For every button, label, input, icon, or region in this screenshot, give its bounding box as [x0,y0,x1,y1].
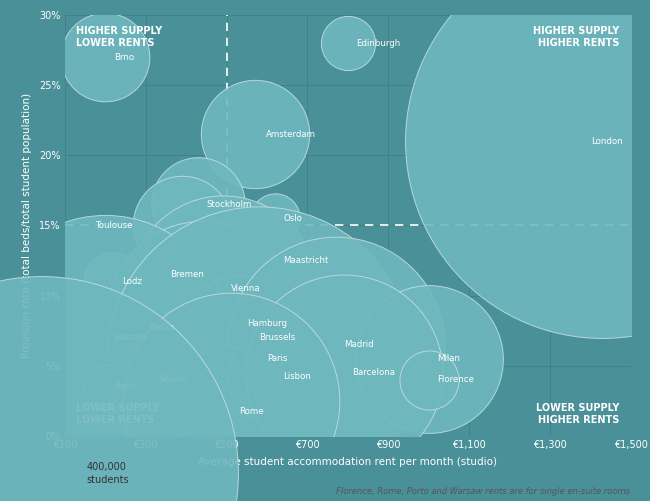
Point [177,221,187,229]
Text: Maastricht: Maastricht [283,256,329,265]
Point [217,376,228,384]
Point [343,39,353,47]
Text: Florence, Rome, Porto and Warsaw rents are for single en-suite rooms: Florence, Rome, Porto and Warsaw rents a… [337,487,630,496]
Text: Hamburg: Hamburg [247,319,287,328]
Point [197,313,207,321]
Text: HIGHER SUPPLY
LOWER RENTS: HIGHER SUPPLY LOWER RENTS [76,26,162,48]
Point [226,397,236,405]
Text: Seville: Seville [159,375,187,384]
Text: Lodz: Lodz [122,277,142,286]
Point [330,341,341,349]
Text: Rome: Rome [239,407,263,416]
Y-axis label: Provision rate (total beds/total student population): Provision rate (total beds/total student… [22,93,32,358]
Point [157,271,167,279]
Text: Florence: Florence [437,375,474,384]
Text: Toulouse: Toulouse [96,221,133,230]
Point [250,130,260,138]
Point [100,53,110,61]
Text: Paris: Paris [267,354,287,363]
Point [36,469,46,477]
Text: Brno: Brno [114,53,134,62]
Point [246,334,256,342]
Text: LOWER SUPPLY
LOWER RENTS: LOWER SUPPLY LOWER RENTS [76,403,160,425]
Text: Madrid: Madrid [344,340,374,349]
Point [193,200,203,208]
Point [217,285,228,293]
Text: Berlin: Berlin [150,323,175,332]
Text: Stockholm: Stockholm [207,200,252,209]
Text: Barcelona: Barcelona [352,368,395,377]
Text: Oslo: Oslo [283,214,302,223]
Text: Milan: Milan [437,354,460,363]
Point [109,278,119,286]
Text: Edinburgh: Edinburgh [356,39,400,48]
Text: Bremen: Bremen [170,270,204,279]
Point [597,137,607,145]
Text: HIGHER SUPPLY
HIGHER RENTS: HIGHER SUPPLY HIGHER RENTS [533,26,619,48]
Point [423,376,434,384]
Text: Amsterdam: Amsterdam [266,130,316,139]
X-axis label: Average student accommodation rent per month (studio): Average student accommodation rent per m… [198,457,497,467]
Text: Porto: Porto [114,382,136,391]
Text: Lisbon: Lisbon [283,372,311,381]
Point [270,373,280,381]
Point [100,383,110,391]
Text: Warsaw: Warsaw [114,333,148,342]
Point [270,257,280,265]
Text: Brussels: Brussels [259,333,295,342]
Point [423,355,434,363]
Text: LOWER SUPPLY
HIGHER RENTS: LOWER SUPPLY HIGHER RENTS [536,403,619,425]
Text: 400,000
students: 400,000 students [86,462,129,484]
Text: London: London [591,137,623,146]
Point [270,214,280,222]
Text: Vienna: Vienna [231,284,261,293]
Point [233,320,244,328]
Point [254,355,264,363]
Point [339,369,349,377]
Point [100,334,110,342]
